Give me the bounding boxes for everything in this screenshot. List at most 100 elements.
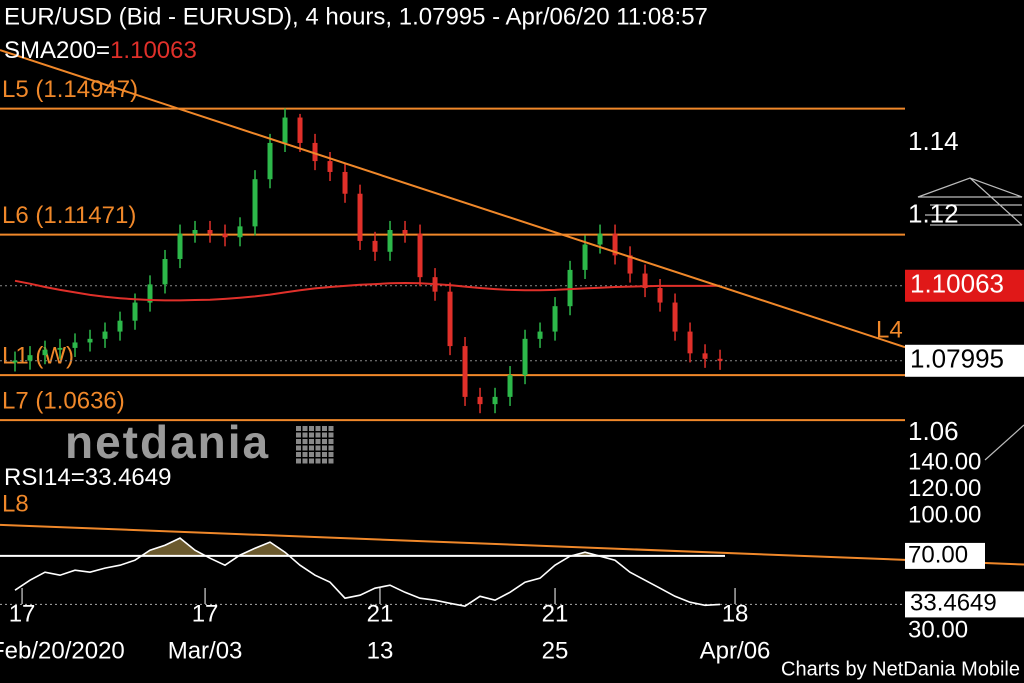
candle-body <box>657 288 663 303</box>
logo-cell <box>315 452 321 457</box>
candle-body <box>42 349 48 356</box>
sma-legend: SMA200=1.10063 <box>4 37 197 64</box>
rsi-trendline-label: L8 <box>2 490 29 517</box>
logo-cell <box>302 426 308 431</box>
logo-cell <box>302 458 308 464</box>
price-badge <box>905 344 1024 377</box>
candle-body <box>582 244 588 270</box>
logo-cell <box>309 439 314 444</box>
logo-cell <box>296 439 301 444</box>
level-label: L6 (1.11471) <box>2 202 136 229</box>
x-tick-sublabel: Feb/20/2020 <box>0 637 125 664</box>
zoom-icon <box>917 177 1023 226</box>
y-tick-label: 1.14 <box>908 126 959 156</box>
candle-body <box>342 171 348 194</box>
logo-grid <box>296 426 334 464</box>
x-tick-sublabel: 13 <box>367 637 394 664</box>
candle-body <box>312 142 318 162</box>
trendline-label: L4 <box>876 316 903 343</box>
logo-cell <box>322 439 327 444</box>
logo-cell <box>328 432 334 438</box>
candle-body <box>522 338 528 376</box>
logo-cell <box>315 445 321 451</box>
rsi-tick-label: 30.00 <box>908 616 968 643</box>
logo-cell <box>322 458 327 464</box>
candle-body <box>597 233 603 245</box>
rsi-tick-label: 140.00 <box>908 448 981 475</box>
x-tick-label: 21 <box>367 600 394 627</box>
candle-body <box>57 347 63 350</box>
rsi-level-badge <box>905 542 985 569</box>
axis-edge <box>984 424 1024 461</box>
logo-cell <box>328 439 334 444</box>
candle-body <box>492 396 498 405</box>
logo-cell <box>309 445 314 451</box>
logo-cell <box>309 452 314 457</box>
candle-body <box>357 193 363 241</box>
candle-body <box>717 358 723 361</box>
rsi-tick-label: 100.00 <box>908 501 981 528</box>
candle-body <box>417 233 423 278</box>
logo-cell <box>328 452 334 457</box>
sma-legend-value: 1.10063 <box>110 37 197 64</box>
logo-cell <box>315 458 321 464</box>
level-label: L5 (1.14947) <box>2 76 138 103</box>
candle-body <box>177 233 183 260</box>
x-tick-sublabel: 25 <box>542 637 569 664</box>
candle-body <box>162 259 168 285</box>
logo-cell <box>328 426 334 431</box>
candle-body <box>567 269 573 307</box>
x-tick-label: 21 <box>542 600 569 627</box>
x-tick-sublabel: Apr/06 <box>700 637 771 664</box>
x-tick-label: 17 <box>192 600 219 627</box>
rsi-legend-value: 33.4649 <box>85 464 172 491</box>
level-label: L1 (W) <box>2 342 74 369</box>
candle-body <box>672 302 678 332</box>
logo-cell <box>302 445 308 451</box>
candle-body <box>372 240 378 252</box>
rsi-badge <box>905 591 1024 618</box>
candle-body <box>297 117 303 143</box>
level-label: L7 (1.0636) <box>2 387 125 414</box>
logo-cell <box>296 458 301 464</box>
candle-body <box>27 355 33 361</box>
logo-cell <box>328 445 334 451</box>
candle-body <box>537 331 543 339</box>
logo-cell <box>296 432 301 438</box>
logo-cell <box>302 432 308 438</box>
logo-cell <box>302 452 308 457</box>
logo-cell <box>315 432 321 438</box>
logo-cell <box>309 458 314 464</box>
rsi-trendline <box>0 523 1024 566</box>
logo-cell <box>315 439 321 444</box>
chart-title: EUR/USD (Bid - EURUSD), 4 hours, 1.07995… <box>4 3 708 30</box>
x-tick-label: 17 <box>9 600 36 627</box>
logo-cell <box>328 458 334 464</box>
logo-cell <box>309 432 314 438</box>
rsi-line <box>14 537 721 608</box>
candle-body <box>267 142 273 180</box>
logo-cell <box>322 445 327 451</box>
candle-body <box>102 331 108 339</box>
trendline <box>0 49 906 349</box>
y-tick-label: 1.12 <box>908 198 959 228</box>
candle-body <box>687 331 693 354</box>
candle-body <box>507 375 513 397</box>
candle-body <box>402 230 408 234</box>
rsi-badge-text: 33.4649 <box>910 590 997 617</box>
logo-cell <box>315 426 321 431</box>
footer: Charts by NetDania Mobile <box>781 658 1020 680</box>
sma-badge <box>905 269 1024 302</box>
rsi-legend-label: RSI14= <box>4 464 85 491</box>
candle-body <box>87 338 93 343</box>
candle-body <box>477 396 483 405</box>
logo-cell <box>322 426 327 431</box>
candle-body <box>72 342 78 348</box>
axis-decoration <box>917 177 1024 461</box>
candle-body <box>222 233 228 238</box>
rsi-overbought-area <box>15 538 721 556</box>
logo-cell <box>322 432 327 438</box>
sma-badge-text: 1.10063 <box>910 269 1004 299</box>
